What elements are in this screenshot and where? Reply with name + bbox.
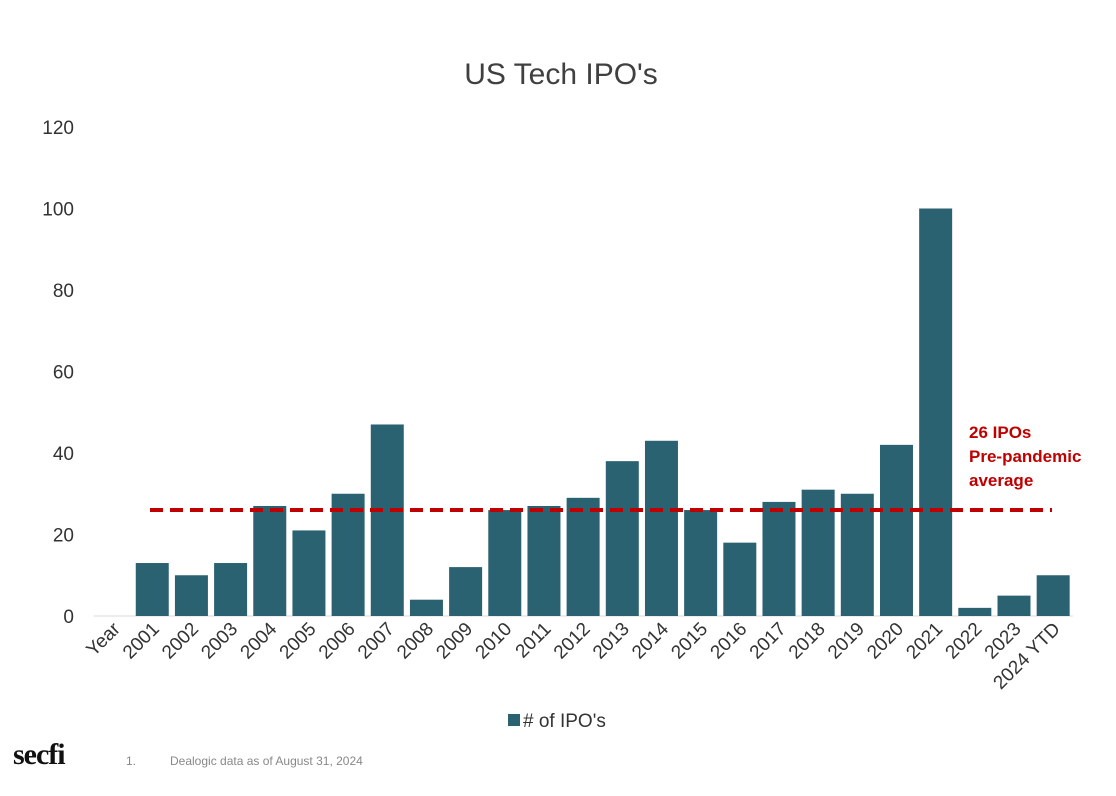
bar-2011 (527, 505, 561, 616)
x-tick-label: 2010 (472, 619, 517, 664)
x-tick-label: 2001 (119, 619, 164, 664)
bar-2022 (958, 607, 992, 616)
x-tick-label: 2021 (902, 619, 947, 664)
bar-2019 (840, 493, 874, 616)
bar-2020 (879, 444, 913, 616)
bar-2016 (723, 542, 757, 616)
secfi-logo: secfi (13, 738, 66, 771)
bar-2009 (449, 567, 483, 616)
reference-line-label: 26 IPOs (969, 423, 1031, 442)
x-tick-label: 2012 (550, 619, 595, 664)
bar-2004 (253, 505, 287, 616)
y-tick-label: 60 (53, 363, 74, 384)
bar-2006 (331, 493, 365, 616)
reference-line-label: average (969, 471, 1033, 490)
x-tick-label: 2011 (512, 619, 556, 663)
bar-2002 (174, 575, 208, 616)
y-tick-label: 100 (42, 200, 74, 221)
x-tick-label: 2019 (824, 619, 869, 664)
footnote-number: 1. (126, 754, 137, 768)
x-tick-label: 2016 (707, 619, 752, 664)
y-tick-label: 120 (42, 118, 74, 139)
x-tick-label: 2014 (628, 618, 673, 663)
x-tick-label: 2020 (863, 619, 908, 664)
x-tick-label: 2015 (667, 619, 712, 664)
bar-2001 (135, 563, 169, 616)
bar-2012 (566, 497, 600, 616)
x-tick-label: 2007 (354, 619, 399, 664)
x-tick-label: 2018 (785, 619, 830, 664)
bar-2015 (684, 510, 718, 616)
bar-2021 (919, 208, 953, 616)
bar-2007 (370, 424, 404, 616)
x-tick-label: 2013 (589, 619, 634, 664)
y-tick-label: 0 (63, 607, 74, 628)
x-tick-label: 2017 (746, 619, 791, 664)
bar-2023 (997, 595, 1031, 616)
x-tick-label: 2009 (432, 619, 477, 664)
bar-2008 (409, 599, 443, 616)
reference-line-label: Pre-pandemic (969, 447, 1081, 466)
bar-2024-ytd (1036, 575, 1070, 616)
x-tick-label: 2005 (276, 619, 321, 664)
bar-2014 (644, 440, 678, 616)
x-tick-label: 2022 (942, 619, 987, 664)
y-tick-label: 40 (53, 444, 74, 465)
x-tick-label: 2002 (158, 619, 203, 664)
chart-title: US Tech IPO's (464, 58, 658, 91)
bar-2010 (488, 510, 522, 616)
bar-2017 (762, 501, 796, 616)
x-tick-label: Year (83, 618, 125, 660)
footnote-text: Dealogic data as of August 31, 2024 (170, 754, 363, 768)
legend: # of IPO's (508, 711, 606, 732)
x-tick-label: 2003 (197, 619, 242, 664)
legend-swatch (508, 714, 520, 726)
legend-label: # of IPO's (523, 711, 606, 732)
x-tick-label: 2006 (315, 619, 360, 664)
y-tick-label: 20 (53, 526, 74, 547)
x-tick-label: 2004 (237, 618, 282, 663)
y-tick-label: 80 (53, 281, 74, 302)
bar-2003 (214, 563, 248, 616)
x-tick-label: 2008 (393, 619, 438, 664)
bar-2013 (605, 461, 639, 616)
bar-2005 (292, 530, 326, 616)
